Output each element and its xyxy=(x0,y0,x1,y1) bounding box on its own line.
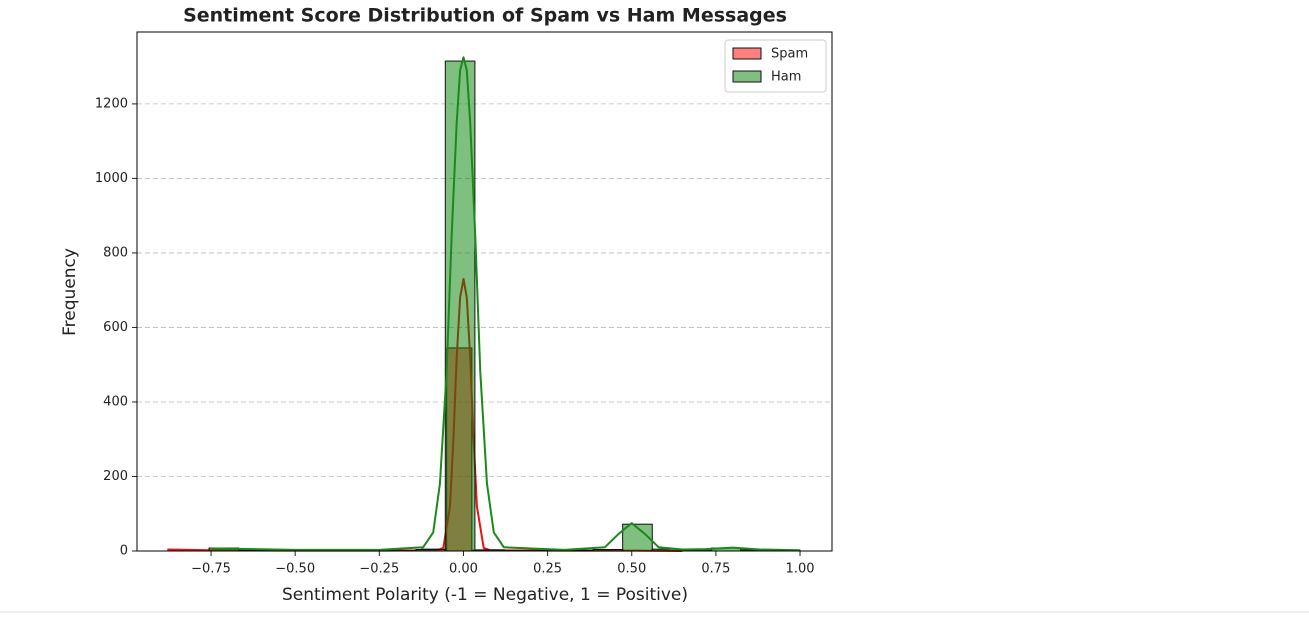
y-tick-label: 0 xyxy=(120,544,128,559)
x-tick-label: −0.50 xyxy=(275,562,315,577)
y-tick-label: 800 xyxy=(103,245,128,260)
x-tick-label: 0.75 xyxy=(701,562,730,577)
y-axis-label: Frequency xyxy=(60,248,80,336)
kde-line xyxy=(167,278,683,552)
y-tick-label: 600 xyxy=(103,320,128,335)
legend-label: Ham xyxy=(771,70,801,85)
x-tick-label: 0.25 xyxy=(533,562,562,577)
x-tick-label: 1.00 xyxy=(786,562,815,577)
x-tick-label: 0.00 xyxy=(449,562,478,577)
x-axis-label: Sentiment Polarity (-1 = Negative, 1 = P… xyxy=(282,585,688,605)
y-tick-label: 400 xyxy=(103,394,128,409)
chart-title: Sentiment Score Distribution of Spam vs … xyxy=(183,5,787,27)
legend-label: Spam xyxy=(771,47,808,62)
legend-swatch xyxy=(732,47,762,60)
legend-swatch xyxy=(732,70,762,83)
y-tick-label: 200 xyxy=(103,469,128,484)
x-tick-label: −0.75 xyxy=(191,562,231,577)
y-tick-label: 1000 xyxy=(95,171,128,186)
y-tick-label: 1200 xyxy=(95,96,128,111)
x-tick-label: 0.50 xyxy=(617,562,646,577)
kde-line xyxy=(210,56,801,552)
plot-frame xyxy=(136,31,833,552)
x-tick-label: −0.25 xyxy=(359,562,399,577)
